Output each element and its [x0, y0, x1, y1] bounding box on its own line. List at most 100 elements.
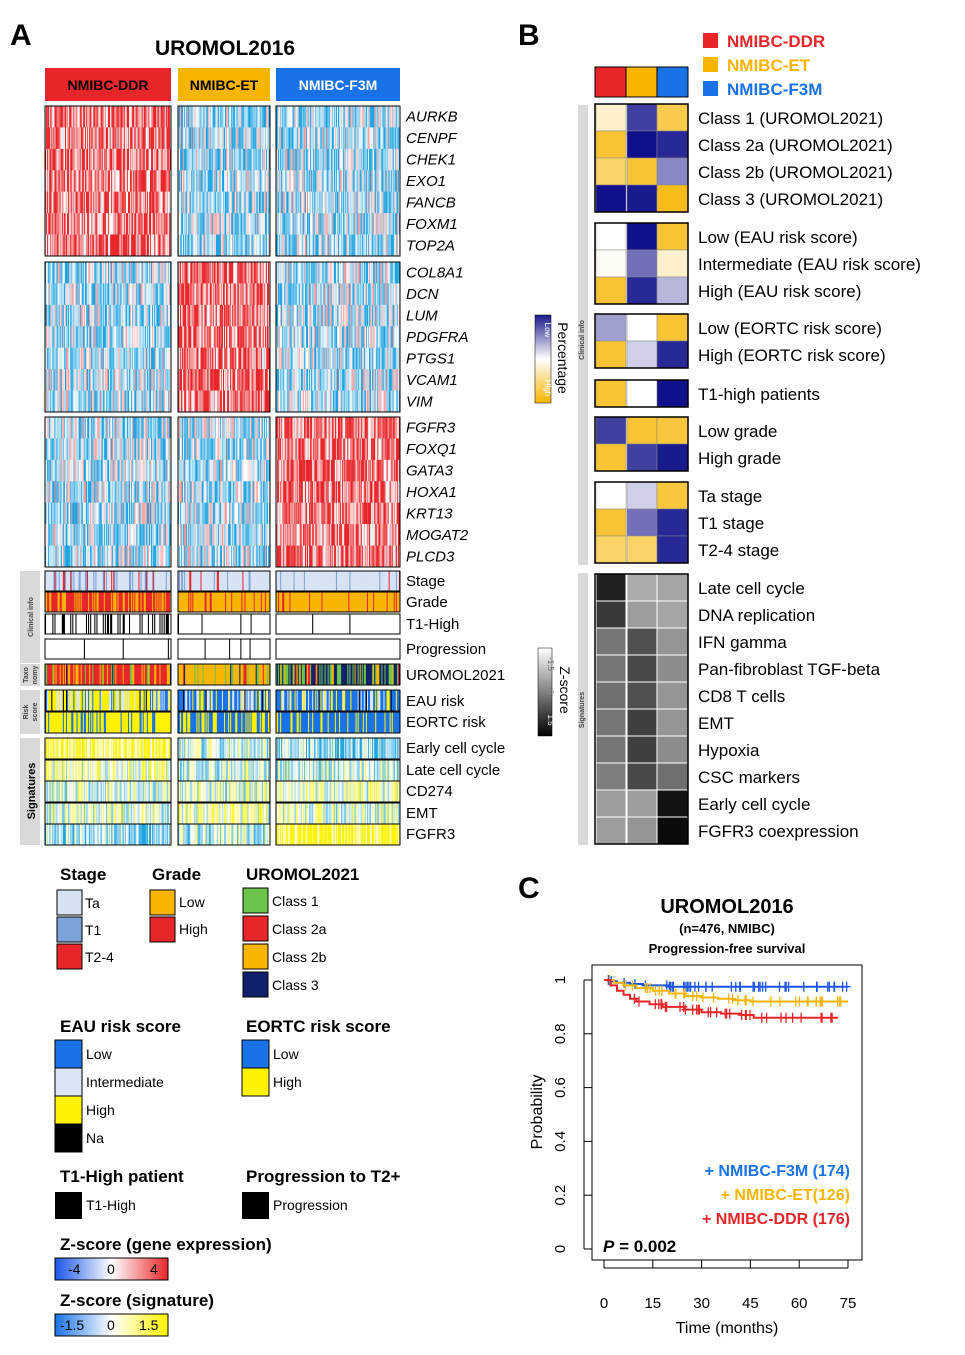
legend-eau-int: Intermediate	[86, 1074, 164, 1090]
legend-stage-swatch-ta	[56, 889, 83, 916]
b-clin-cell-1-2-0	[595, 276, 627, 305]
b-sig-cell-4-2	[656, 681, 689, 710]
b-legend-ddr: NMIBC-DDR	[727, 32, 825, 51]
b-clin-block-1: Low (EAU risk score) Intermediate (EAU ri…	[594, 222, 921, 305]
b-clin-cell-0-2-2	[656, 157, 689, 186]
b-clin-cell-2-0-1	[626, 313, 658, 342]
b-legend-swatch-f3m	[703, 81, 718, 96]
c-subtitle: (n=476, NMIBC)	[679, 921, 775, 936]
b-clin-cell-4-1-2	[656, 443, 689, 472]
gene-block-0-group-2	[275, 105, 401, 257]
annot-label-3: Progression	[406, 641, 486, 658]
gene-label-top2a: TOP2A	[406, 237, 455, 254]
gene-block-0-group-0	[44, 105, 172, 257]
legend-zsig-tick-neg: -1.5	[60, 1317, 84, 1333]
annot-label-6: EORTC risk	[406, 714, 486, 731]
b-clin-label-1-0: Low (EAU risk score)	[698, 228, 858, 247]
c-censor-1-28	[643, 983, 652, 994]
b-heatmaps: Class 1 (UROMOL2021) Class 2a (UROMOL2021…	[594, 103, 921, 845]
annot-label-2: T1-High	[406, 616, 459, 633]
legend-grade-title: Grade	[152, 865, 201, 884]
legend-eortc-high: High	[273, 1074, 302, 1090]
b-clin-cell-4-0-2	[656, 416, 689, 445]
legend-zgene-bar	[54, 1257, 169, 1281]
legend-uromol-class2b: Class 2b	[272, 949, 327, 965]
annot-row-9-group-1	[177, 780, 271, 803]
b-legend-f3m: NMIBC-F3M	[727, 80, 822, 99]
b-sig-label-9: FGFR3 coexpression	[698, 822, 859, 841]
b-z-title: Z-score	[557, 666, 573, 714]
group-header-ddr	[45, 68, 171, 101]
annot-label-8: Late cell cycle	[406, 762, 500, 779]
b-clin-cell-0-1-0	[595, 130, 627, 159]
c-axes: 0 15 30 45 60 75 0 0.2 0.4 0.6 0.8 1	[552, 976, 856, 1312]
b-clin-label-0-0: Class 1 (UROMOL2021)	[698, 109, 883, 128]
b-sig-cell-1-1	[626, 600, 658, 629]
b-clin-cell-2-1-2	[656, 340, 689, 369]
legend-uromol-swatch-3	[242, 971, 269, 998]
c-censor-0-36	[702, 981, 710, 992]
c-censor-1-18	[804, 996, 813, 1007]
b-sig-block: Late cell cycle DNA replication IFN gamma P…	[594, 573, 881, 845]
b-clin-cell-1-0-0	[595, 222, 627, 251]
annot-label-5: EAU risk	[406, 693, 465, 710]
b-sig-cell-1-0	[595, 600, 627, 629]
b-clin-label-1-1: Intermediate (EAU risk score)	[698, 255, 921, 274]
c-censor-1-23	[795, 996, 804, 1007]
c-series-0	[604, 975, 851, 992]
annot-row-1-group-0	[44, 591, 172, 613]
c-ylabel: Probability	[529, 1075, 546, 1150]
b-clin-cell-1-1-1	[626, 249, 658, 278]
annot-row-8-group-2	[275, 759, 401, 782]
side-taxo-label-2: nomy	[32, 666, 39, 685]
b-clin-cell-2-1-0	[595, 340, 627, 369]
annot-row-6-group-1	[177, 711, 271, 734]
annotation-labels: Stage Grade T1-High Progression UROMOL2021 EA…	[406, 573, 505, 843]
c-ytick-2: 0.4	[552, 1131, 569, 1152]
annot-label-4: UROMOL2021	[406, 667, 505, 684]
legend-progression-title: Progression to T2+	[246, 1167, 401, 1186]
legend-stage-ta: Ta	[85, 895, 100, 911]
legend-zgene-tick-pos: 4	[150, 1261, 158, 1277]
panel-a-title: UROMOL2016	[155, 37, 295, 60]
c-censor-2-30	[721, 1008, 730, 1019]
b-clin-label-5-1: T1 stage	[698, 514, 764, 533]
b-clin-cell-4-0-1	[626, 416, 658, 445]
gene-label-dcn: DCN	[406, 286, 439, 303]
gene-label-aurkb: AURKB	[405, 109, 458, 126]
gene-label-chek1: CHEK1	[406, 152, 456, 169]
c-ytick-0: 0	[552, 1245, 569, 1253]
c-legend-ddr: + NMIBC-DDR (176)	[702, 1211, 850, 1228]
legend-uromol-swatch-1	[242, 887, 269, 914]
legend-grade-high: High	[179, 921, 208, 937]
c-censor-0-17	[799, 981, 808, 992]
legend-stage-swatch-t1	[56, 916, 83, 943]
c-censor-0-37	[735, 981, 744, 992]
b-clin-cell-0-3-2	[656, 184, 689, 213]
b-clin-cell-1-2-1	[626, 276, 658, 305]
b-sig-cell-5-1	[626, 708, 658, 737]
b-legend-et: NMIBC-ET	[727, 56, 811, 75]
legend-eortc-title: EORTC risk score	[246, 1017, 391, 1036]
b-clin-cell-4-0-0	[595, 416, 627, 445]
c-censor-2-33	[676, 1001, 684, 1012]
b-sig-cell-0-0	[595, 573, 627, 602]
b-clin-cell-0-2-0	[595, 157, 627, 186]
c-xlabel: Time (months)	[676, 1320, 779, 1337]
b-clin-label-2-1: High (EORTC risk score)	[698, 346, 886, 365]
annot-row-7-group-0	[44, 737, 172, 760]
b-clin-cell-5-1-2	[656, 508, 689, 537]
legend-eortc-swatch-high	[241, 1067, 270, 1097]
c-censor-2-27	[704, 1007, 713, 1018]
c-ytick-1: 0.2	[552, 1185, 569, 1206]
annot-row-8-group-0	[44, 759, 172, 782]
c-censor-0-21	[666, 981, 675, 992]
gene-block-0-group-1	[177, 105, 271, 257]
side-risk-label-1: Risk	[23, 705, 30, 720]
legend-stage-title: Stage	[60, 865, 106, 884]
b-clin-label-4-1: High grade	[698, 449, 781, 468]
b-clin-cell-0-0-0	[595, 103, 627, 132]
c-censor-1-27	[651, 985, 660, 996]
annot-label-9: CD274	[406, 783, 453, 800]
